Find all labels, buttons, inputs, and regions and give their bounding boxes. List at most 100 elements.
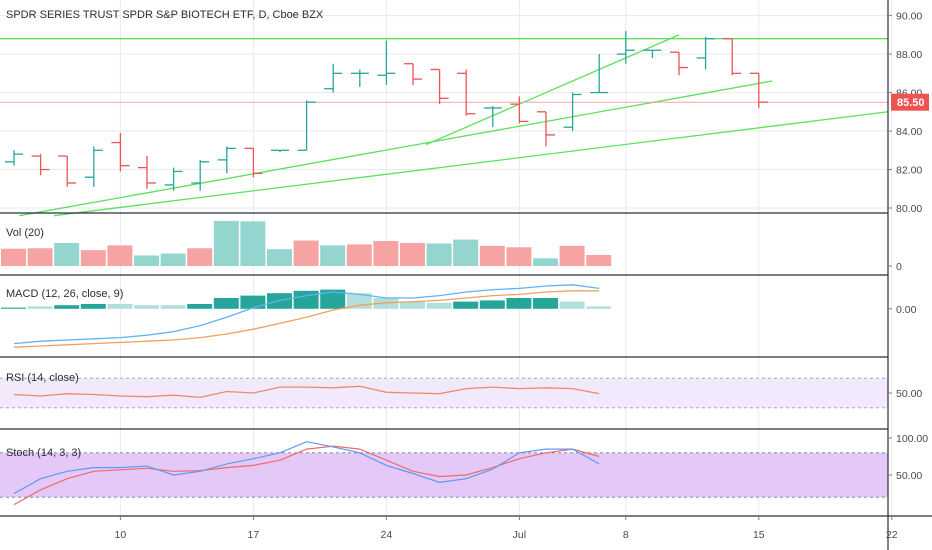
ohlc-bar bbox=[324, 63, 343, 93]
price-tick-label: 88.00 bbox=[896, 49, 922, 61]
volume-bar bbox=[426, 243, 452, 266]
vol-pane-label: Vol (20) bbox=[6, 227, 44, 239]
trendline bbox=[53, 111, 889, 217]
ohlc-bar bbox=[138, 156, 156, 189]
volume-bar bbox=[134, 255, 159, 266]
stoch-tick-label: 50.00 bbox=[896, 470, 922, 482]
ohlc-bar bbox=[510, 96, 529, 124]
stoch-band bbox=[0, 452, 888, 498]
panes bbox=[0, 31, 889, 506]
volume-bar bbox=[586, 254, 612, 266]
volume-bar bbox=[453, 239, 479, 266]
price-tick-label: 80.00 bbox=[896, 203, 922, 215]
ohlc-bar bbox=[537, 111, 555, 147]
ohlc-bar bbox=[31, 154, 50, 176]
volume-bar bbox=[346, 244, 372, 266]
time-tick-label: 17 bbox=[248, 529, 260, 541]
volume-bar bbox=[240, 221, 266, 266]
macd-histogram-bar bbox=[80, 304, 106, 309]
macd-histogram-bar bbox=[426, 302, 452, 309]
macd-histogram-bar bbox=[320, 289, 346, 309]
stoch-d-line bbox=[13, 445, 600, 506]
volume-bar bbox=[107, 245, 133, 266]
macd-histogram-bar bbox=[134, 305, 159, 309]
rsi-pane-label: RSI (14, close) bbox=[6, 372, 79, 384]
macd-pane-label: MACD (12, 26, close, 9) bbox=[6, 288, 123, 300]
chart-title: SPDR SERIES TRUST SPDR S&P BIOTECH ETF, … bbox=[6, 9, 324, 21]
rsi-tick-label: 50.00 bbox=[896, 388, 922, 400]
volume-bar bbox=[160, 253, 186, 266]
ohlc-bar bbox=[350, 69, 369, 87]
rsi-line bbox=[13, 385, 600, 399]
volume-bar bbox=[400, 242, 425, 266]
macd-histogram-bar bbox=[586, 306, 612, 309]
trendline bbox=[19, 80, 773, 217]
ohlc-bar bbox=[244, 147, 263, 178]
volume-bar bbox=[320, 245, 346, 266]
ohlc-bar bbox=[297, 100, 316, 151]
macd-histogram-bar bbox=[533, 298, 558, 309]
ohlc-bar bbox=[483, 106, 502, 128]
ohlc-bar bbox=[563, 92, 582, 132]
macd-histogram-bar bbox=[27, 306, 53, 309]
price-tick-label: 90.00 bbox=[896, 11, 922, 23]
volume-bar bbox=[373, 241, 399, 266]
macd-histogram-bar bbox=[160, 305, 186, 309]
ohlc-bar bbox=[670, 51, 688, 76]
ohlc-bar bbox=[164, 167, 183, 191]
volume-bar bbox=[27, 248, 53, 266]
ohlc-bar bbox=[58, 155, 77, 187]
macd-histogram-bar bbox=[453, 301, 479, 309]
volume-bar bbox=[533, 258, 558, 266]
volume-bar bbox=[293, 240, 319, 266]
volume-bar bbox=[1, 248, 26, 266]
time-tick-label: Jul bbox=[513, 529, 526, 541]
volume-bar bbox=[80, 250, 106, 266]
macd-histogram-bar bbox=[479, 300, 505, 309]
volume-bar bbox=[213, 220, 239, 266]
last-price-tag: 85.50 bbox=[891, 93, 929, 111]
stoch-pane-label: Stoch (14, 3, 3) bbox=[6, 447, 81, 459]
volume-bar bbox=[506, 247, 532, 266]
macd-histogram-bar bbox=[107, 304, 133, 309]
volume-bar bbox=[187, 248, 213, 266]
ohlc-bar bbox=[696, 36, 715, 70]
price-tick-label: 84.00 bbox=[896, 126, 922, 138]
ohlc-bar bbox=[111, 132, 130, 172]
stoch-tick-label: 100.00 bbox=[896, 433, 928, 445]
ohlc-bar bbox=[643, 49, 662, 58]
macd-histogram-bar bbox=[559, 301, 585, 309]
ohlc-bar bbox=[84, 146, 103, 187]
macd-histogram-bar bbox=[400, 301, 425, 309]
macd-histogram-bar bbox=[213, 298, 239, 309]
time-tick-label: 8 bbox=[623, 529, 629, 541]
volume-bar bbox=[54, 242, 80, 266]
time-tick-label: 15 bbox=[753, 529, 765, 541]
ohlc-bar bbox=[217, 146, 236, 174]
macd-histogram-bar bbox=[1, 307, 26, 309]
volume-bar bbox=[267, 249, 292, 266]
macd-tick-label: 0.00 bbox=[896, 304, 917, 316]
ohlc-bar bbox=[271, 149, 289, 153]
macd-histogram-bar bbox=[240, 295, 266, 309]
last-price-value: 85.50 bbox=[897, 97, 925, 109]
macd-histogram-bar bbox=[187, 304, 213, 309]
last-price-badge bbox=[891, 93, 929, 111]
ohlc-bar bbox=[749, 72, 768, 108]
ohlc-bar bbox=[430, 68, 449, 105]
volume-bar bbox=[559, 245, 585, 266]
ohlc-bar bbox=[404, 63, 422, 85]
ohlc-bar bbox=[616, 31, 635, 64]
stoch-k-line bbox=[13, 441, 600, 495]
price-tick-label: 82.00 bbox=[896, 165, 922, 177]
ohlc-bar bbox=[590, 54, 609, 94]
time-tick-label: 10 bbox=[115, 529, 127, 541]
vol-tick-label: 0 bbox=[896, 261, 902, 273]
ohlc-bar bbox=[377, 40, 396, 85]
macd-histogram-bar bbox=[54, 305, 80, 309]
macd-histogram-bar bbox=[293, 290, 319, 309]
macd-line bbox=[13, 284, 600, 345]
time-tick-label: 24 bbox=[381, 529, 393, 541]
